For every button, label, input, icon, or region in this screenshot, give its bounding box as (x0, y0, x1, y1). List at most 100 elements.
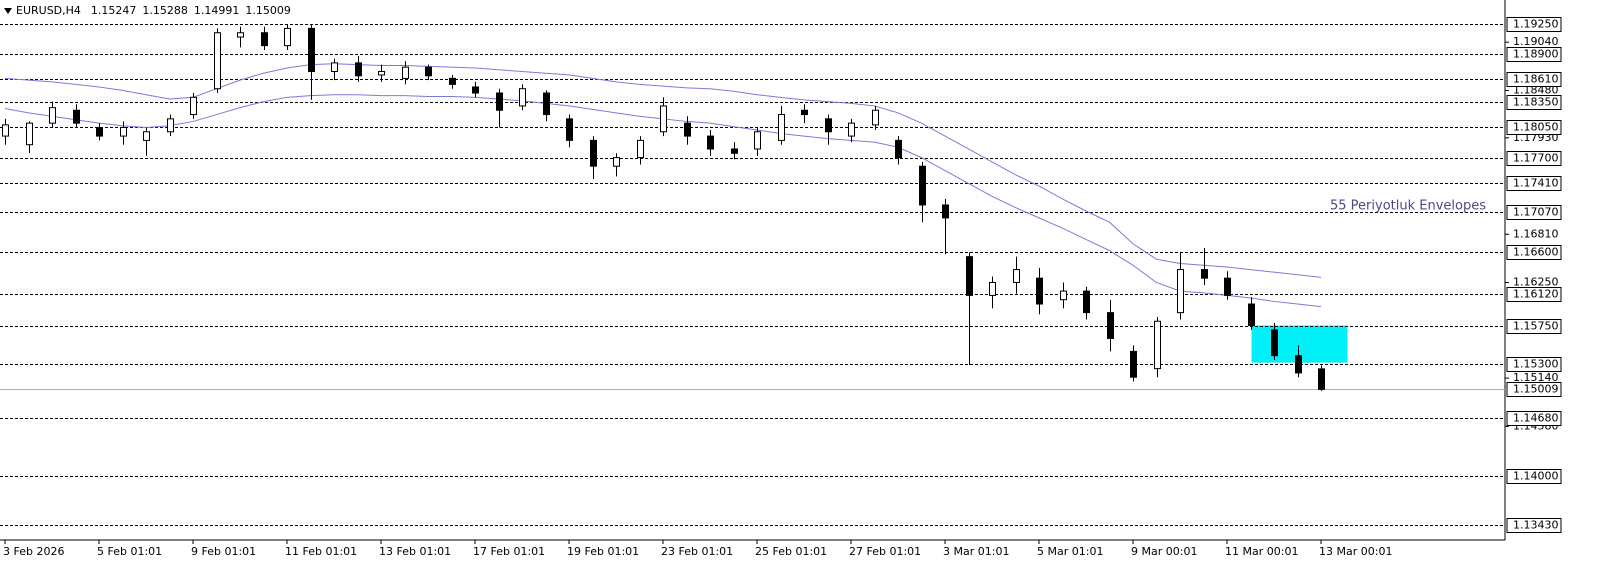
level-label: 1.17700 (1513, 152, 1559, 165)
candle-body (895, 139, 902, 159)
ohlc-value: 1.15247 (91, 4, 137, 17)
x-tick-label: 27 Feb 01:01 (849, 545, 921, 558)
candle-body (1224, 277, 1231, 296)
candle-body (120, 126, 127, 137)
candle-body (1177, 269, 1184, 314)
y-tick-label: 1.16250 (1513, 275, 1559, 288)
x-tick-label: 13 Mar 00:01 (1319, 545, 1392, 558)
candle-body (1083, 290, 1090, 314)
candle-body (167, 118, 174, 133)
level-label-box (1506, 120, 1562, 135)
x-tick-label: 5 Mar 01:01 (1037, 545, 1103, 558)
level-label: 1.18050 (1513, 121, 1559, 134)
candle-body (1295, 355, 1302, 374)
x-tick-label: 3 Mar 01:01 (943, 545, 1009, 558)
current-price-box (1506, 382, 1562, 397)
candle-body (1130, 350, 1137, 378)
candle-body (825, 118, 832, 133)
candle-body (848, 122, 855, 137)
level-label-box (1506, 47, 1562, 62)
candle-body (801, 109, 808, 116)
level-label: 1.17410 (1513, 177, 1559, 190)
level-label-box (1506, 245, 1562, 260)
ohlc-value: 1.15009 (245, 4, 291, 17)
envelope-line (4, 63, 1322, 278)
level-label: 1.18900 (1513, 48, 1559, 61)
level-label-box (1506, 287, 1562, 302)
level-label-box (1506, 176, 1562, 191)
candle-body (778, 114, 785, 141)
level-label-box (1506, 319, 1562, 334)
candle-body (660, 105, 667, 133)
level-label: 1.18610 (1513, 73, 1559, 86)
level-label-box (1506, 411, 1562, 426)
candle-body (637, 139, 644, 159)
menu-triangle (4, 8, 12, 14)
x-tick-label: 11 Mar 00:01 (1225, 545, 1298, 558)
y-tick-label: 1.19040 (1513, 35, 1559, 48)
x-tick-label: 17 Feb 01:01 (473, 545, 545, 558)
candle-body (1271, 329, 1278, 357)
level-label-box (1506, 357, 1562, 372)
candle-body (707, 135, 714, 150)
x-tick-label: 19 Feb 01:01 (567, 545, 639, 558)
candle-body (261, 32, 268, 47)
candle-body (190, 96, 197, 116)
x-tick-label: 23 Feb 01:01 (661, 545, 733, 558)
candle-body (284, 27, 291, 47)
candle-body (1060, 290, 1067, 301)
candle-body (472, 86, 479, 94)
ohlc-value: 1.14991 (194, 4, 240, 17)
candle-body (1107, 312, 1114, 339)
candle-body (872, 109, 879, 126)
candle-body (543, 92, 550, 116)
x-tick-label: 9 Mar 00:01 (1131, 545, 1197, 558)
candle-body (425, 66, 432, 77)
candle-body (731, 148, 738, 154)
level-label: 1.18350 (1513, 96, 1559, 109)
candle-body (966, 256, 973, 296)
candle-body (989, 281, 996, 296)
y-tick-label: 1.15140 (1513, 371, 1559, 384)
x-tick-label: 25 Feb 01:01 (755, 545, 827, 558)
candle-body (402, 66, 409, 79)
level-label: 1.17070 (1513, 206, 1559, 219)
annotation: 55 Periyotluk Envelopes (1330, 199, 1486, 214)
level-label: 1.16600 (1513, 246, 1559, 259)
candle-body (519, 88, 526, 107)
candle-body (96, 126, 103, 137)
x-tick-label: 11 Feb 01:01 (285, 545, 357, 558)
candle-body (942, 204, 949, 219)
level-label-box (1506, 518, 1562, 533)
level-label: 1.15300 (1513, 358, 1559, 371)
x-tick-label: 9 Feb 01:01 (191, 545, 256, 558)
x-tick-label: 5 Feb 01:01 (97, 545, 162, 558)
level-label-box (1506, 17, 1562, 32)
candle-body (73, 109, 80, 124)
x-tick-label: 13 Feb 01:01 (379, 545, 451, 558)
candle-body (26, 122, 33, 146)
candle-body (331, 62, 338, 72)
level-label-box (1506, 72, 1562, 87)
candle-body (1036, 277, 1043, 305)
level-label: 1.19250 (1513, 18, 1559, 31)
level-label: 1.14680 (1513, 412, 1559, 425)
level-label-box (1506, 95, 1562, 110)
candle-body (1013, 269, 1020, 283)
candle-body (566, 118, 573, 141)
level-label-box (1506, 205, 1562, 220)
candle-body (308, 27, 315, 72)
candle-body (2, 124, 9, 137)
level-label-box (1506, 469, 1562, 484)
candle-body (754, 131, 761, 150)
candle-body (590, 139, 597, 167)
current-price-label: 1.15009 (1513, 383, 1559, 396)
candle-body (449, 77, 456, 85)
y-tick-label: 1.16810 (1513, 227, 1559, 240)
candle-body (355, 62, 362, 77)
level-label: 1.13430 (1513, 519, 1559, 532)
candle-body (1154, 320, 1161, 370)
candle-body (1248, 303, 1255, 327)
candle-body (613, 157, 620, 167)
